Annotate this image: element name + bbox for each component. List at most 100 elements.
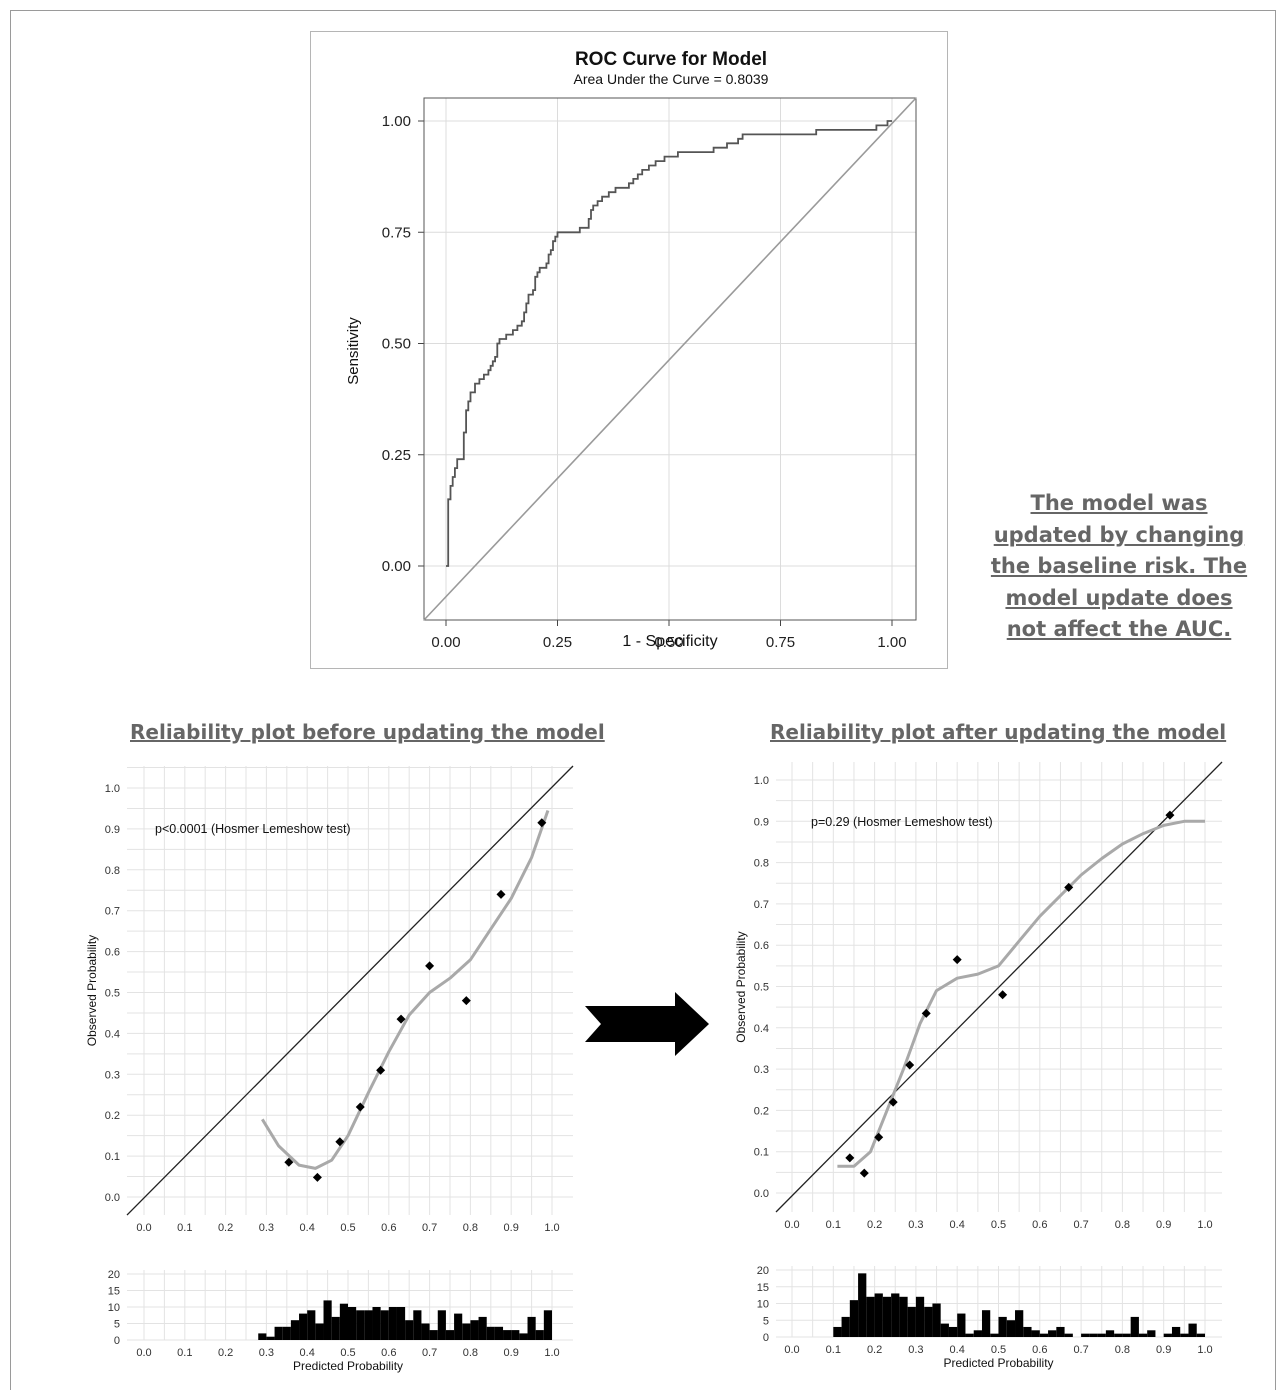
rel-xtick: 0.6 bbox=[1032, 1219, 1047, 1231]
hist-xtick: 0.4 bbox=[300, 1347, 315, 1359]
hist-xtick: 0.7 bbox=[1073, 1344, 1088, 1356]
reliability-after-title: Reliability plot after updating the mode… bbox=[770, 720, 1227, 744]
rel-ylabel: Observed Probability bbox=[85, 935, 99, 1046]
rel-point bbox=[312, 1172, 322, 1182]
rel-ytick: 0.1 bbox=[754, 1147, 769, 1159]
rel-identity-line bbox=[775, 761, 1223, 1213]
rel-point bbox=[905, 1060, 915, 1070]
rel-point bbox=[284, 1157, 294, 1167]
hist-bar bbox=[405, 1320, 414, 1340]
rel-identity-line bbox=[126, 765, 574, 1216]
hist-xtick: 0.3 bbox=[908, 1344, 923, 1356]
hist-xlabel: Predicted Probability bbox=[943, 1356, 1053, 1370]
hist-bar bbox=[274, 1326, 283, 1340]
roc-xtick: 0.00 bbox=[431, 634, 460, 651]
hist-bar bbox=[339, 1303, 348, 1340]
hist-ytick: 10 bbox=[108, 1302, 120, 1314]
hist-xtick: 0.1 bbox=[177, 1347, 192, 1359]
hist-bar bbox=[907, 1306, 916, 1337]
figure-frame bbox=[10, 10, 1276, 1390]
hist-bar bbox=[915, 1296, 925, 1337]
roc-xlabel: 1 - Specificity bbox=[622, 633, 717, 650]
roc-title: ROC Curve for Model bbox=[575, 49, 767, 70]
hist-bar bbox=[1048, 1330, 1057, 1337]
rel-ytick: 0.0 bbox=[105, 1192, 120, 1204]
hist-bar bbox=[1031, 1330, 1040, 1337]
hist-bar bbox=[899, 1296, 908, 1337]
hist-bar bbox=[948, 1326, 958, 1337]
rel-smooth-curve bbox=[837, 819, 1205, 1168]
hist-bar bbox=[519, 1333, 528, 1340]
roc-xtick: 0.75 bbox=[766, 634, 795, 651]
hist-bar bbox=[1064, 1333, 1073, 1337]
rel-ytick: 0.4 bbox=[754, 1023, 769, 1035]
hist-bar bbox=[388, 1307, 397, 1340]
hist-bar bbox=[1097, 1333, 1106, 1337]
rel-xtick: 0.9 bbox=[504, 1222, 519, 1234]
rel-point bbox=[1165, 810, 1175, 820]
roc-xtick: 1.00 bbox=[877, 634, 906, 651]
rel-xtick: 0.1 bbox=[826, 1219, 841, 1231]
hist-xtick: 0.4 bbox=[950, 1344, 965, 1356]
hist-bar bbox=[1163, 1333, 1172, 1337]
hist-xtick: 0.0 bbox=[136, 1347, 151, 1359]
hist-bar bbox=[503, 1330, 512, 1340]
rel-xtick: 0.1 bbox=[177, 1222, 192, 1234]
rel-ytick: 0.1 bbox=[105, 1151, 120, 1163]
hist-ytick: 20 bbox=[108, 1269, 120, 1281]
hist-bar bbox=[486, 1326, 495, 1340]
roc-plot-area bbox=[423, 97, 917, 621]
rel-xtick: 0.5 bbox=[991, 1219, 1006, 1231]
rel-point bbox=[859, 1168, 869, 1178]
hist-bar bbox=[348, 1307, 357, 1340]
hist-bar bbox=[462, 1323, 471, 1340]
rel-xtick: 0.9 bbox=[1156, 1219, 1171, 1231]
hist-xtick: 0.9 bbox=[1156, 1344, 1171, 1356]
hist-bar bbox=[1196, 1333, 1205, 1337]
rel-ytick: 0.3 bbox=[105, 1069, 120, 1081]
hist-bar bbox=[1015, 1310, 1024, 1337]
rel-point bbox=[845, 1153, 855, 1163]
rel-point bbox=[496, 889, 506, 899]
hist-bar bbox=[396, 1307, 406, 1340]
hist-bar bbox=[356, 1310, 365, 1340]
rel-point bbox=[888, 1097, 898, 1107]
rel-ytick: 0.2 bbox=[105, 1110, 120, 1122]
hist-bar bbox=[454, 1313, 463, 1340]
rel-ytick: 0.9 bbox=[754, 816, 769, 828]
rel-ytick: 0.2 bbox=[754, 1105, 769, 1117]
hist-bar bbox=[1089, 1333, 1098, 1337]
hist-ytick: 20 bbox=[757, 1265, 769, 1277]
hist-xtick: 0.8 bbox=[1115, 1344, 1130, 1356]
rel-ytick: 1.0 bbox=[754, 775, 769, 787]
roc-reference-line bbox=[423, 97, 917, 621]
hist-xtick: 0.9 bbox=[504, 1347, 519, 1359]
hist-bar bbox=[511, 1330, 520, 1340]
hist-bar bbox=[478, 1316, 487, 1340]
hist-bar bbox=[470, 1320, 479, 1340]
hist-bar bbox=[973, 1330, 982, 1337]
hist-bar bbox=[833, 1326, 842, 1337]
rel-point bbox=[1064, 882, 1074, 892]
rel-ytick: 0.6 bbox=[105, 947, 120, 959]
rel-ylabel: Observed Probability bbox=[734, 931, 748, 1042]
rel-xtick: 0.8 bbox=[1115, 1219, 1130, 1231]
hist-ytick: 5 bbox=[114, 1319, 120, 1331]
hist-bar bbox=[957, 1313, 966, 1337]
hist-bar bbox=[1023, 1326, 1032, 1337]
roc-ylabel: Sensitivity bbox=[345, 317, 362, 385]
hist-bar bbox=[258, 1333, 267, 1340]
rel-point bbox=[425, 961, 435, 971]
hist-bar bbox=[990, 1333, 999, 1337]
hist-bar bbox=[874, 1293, 883, 1337]
hist-bar bbox=[1130, 1316, 1139, 1337]
hist-bar bbox=[1171, 1326, 1181, 1337]
hist-bar bbox=[372, 1307, 381, 1340]
hist-bar bbox=[315, 1323, 324, 1340]
hist-xtick: 0.7 bbox=[422, 1347, 437, 1359]
rel-ytick: 0.9 bbox=[105, 824, 120, 836]
roc-ytick: 1.00 bbox=[382, 113, 411, 130]
hist-bar bbox=[940, 1323, 949, 1337]
hist-bar bbox=[981, 1310, 991, 1337]
